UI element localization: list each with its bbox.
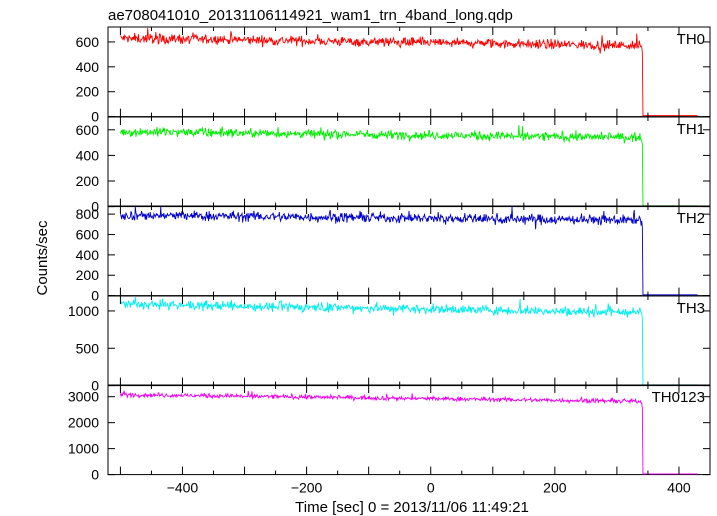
- y-tick-label: 200: [76, 173, 100, 189]
- y-tick-label: 3000: [68, 389, 99, 405]
- panel-label-th0: TH0: [677, 31, 705, 48]
- x-axis-label: Time [sec] 0 = 2013/11/06 11:49:21: [295, 499, 529, 516]
- y-tick-label: 0: [91, 288, 99, 304]
- panel-label-th2: TH2: [677, 210, 705, 227]
- y-axis-label: Counts/sec: [34, 220, 51, 296]
- y-tick-label: 0: [91, 467, 99, 483]
- panel-th1: 0 200 400 600 TH1: [76, 116, 711, 215]
- x-tick-label: 200: [543, 480, 567, 496]
- chart-title: ae708041010_20131106114921_wam1_trn_4ban…: [108, 7, 513, 24]
- panels-group: 0 200 400 600 TH0 0 200 400 600 TH1 0 200 400 600 800 T…: [68, 26, 711, 496]
- panel-frame: [107, 116, 711, 208]
- x-tick-label: −200: [291, 480, 323, 496]
- y-tick-label: 1000: [68, 303, 99, 319]
- panel-th0123: 0 1000 2000 3000 TH0123: [68, 384, 711, 483]
- x-tick-label: −400: [167, 480, 199, 496]
- y-tick-label: 2000: [68, 415, 99, 431]
- y-tick-label: 0: [91, 199, 99, 215]
- series-line-th0: [120, 27, 698, 117]
- panel-th3: 0 500 1000 TH3: [68, 295, 711, 394]
- y-tick-label: 200: [76, 267, 100, 283]
- x-tick-label: 400: [667, 480, 691, 496]
- y-tick-label: 600: [76, 122, 100, 138]
- panel-frame: [107, 384, 711, 476]
- panel-label-th0123: TH0123: [652, 389, 705, 406]
- y-tick-label: 600: [76, 227, 100, 243]
- y-tick-label: 500: [76, 340, 100, 356]
- series-line-th1: [119, 125, 698, 207]
- y-tick-label: 400: [76, 59, 100, 75]
- y-tick-label: 400: [76, 247, 100, 263]
- series-line-th0123: [119, 390, 698, 475]
- panel-frame: [107, 295, 711, 387]
- panel-label-th1: TH1: [677, 121, 705, 138]
- series-line-th3: [119, 296, 698, 386]
- y-tick-label: 1000: [68, 441, 99, 457]
- panel-th2: 0 200 400 600 800 TH2: [76, 205, 711, 304]
- series-line-th2: [120, 206, 698, 296]
- x-tick-label: 0: [427, 480, 435, 496]
- y-tick-label: 600: [76, 34, 100, 50]
- y-tick-label: 0: [91, 378, 99, 394]
- y-tick-label: 800: [76, 206, 100, 222]
- y-tick-label: 200: [76, 84, 100, 100]
- y-tick-label: 400: [76, 147, 100, 163]
- y-tick-label: 0: [91, 109, 99, 125]
- panel-label-th3: TH3: [677, 300, 705, 317]
- panel-th0: 0 200 400 600 TH0: [76, 26, 711, 125]
